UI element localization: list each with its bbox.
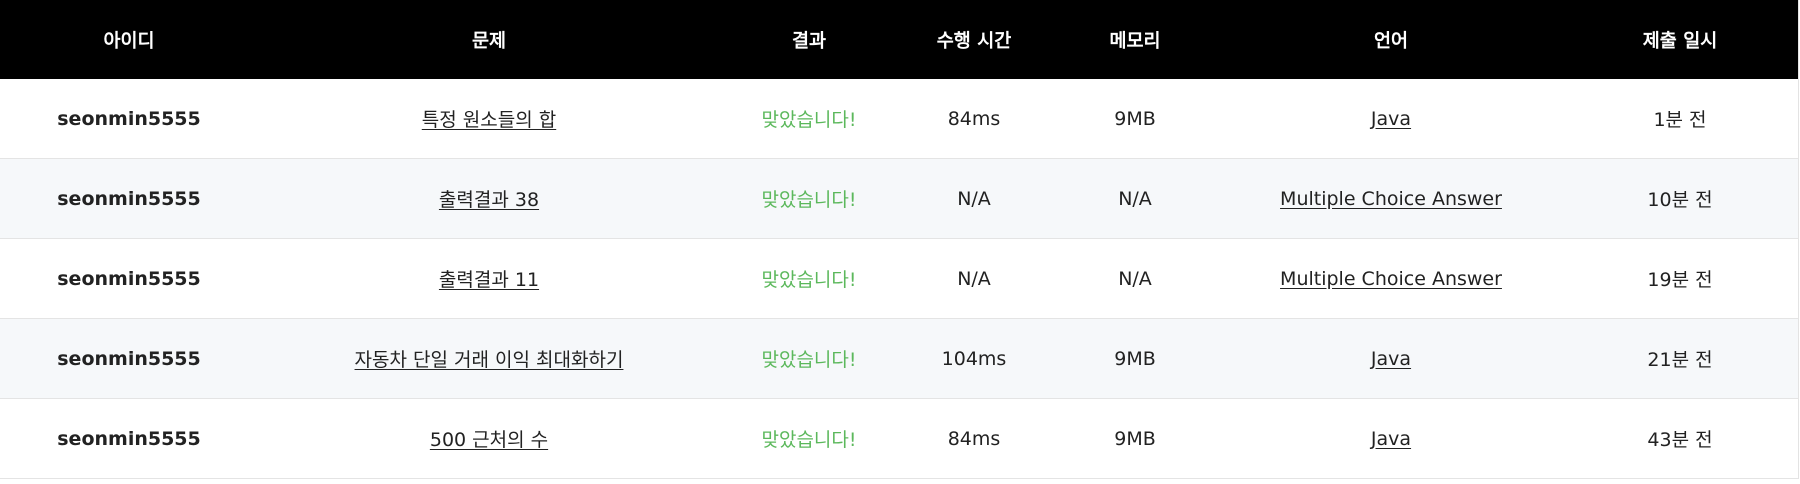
column-header-language: 언어 <box>1373 30 1409 52</box>
table-header: 아이디 문제 결과 수행 시간 메모리 언어 제출 일시 <box>0 0 1798 79</box>
user-id-cell[interactable]: seonmin5555 <box>57 267 201 290</box>
problem-link[interactable]: 출력결과 38 <box>438 189 540 211</box>
language-link[interactable]: Java <box>1370 107 1412 130</box>
column-header-submitted: 제출 일시 <box>1642 30 1718 52</box>
submitted-time-cell: 10분 전 <box>1647 189 1713 211</box>
problem-link[interactable]: 500 근처의 수 <box>429 429 549 451</box>
user-id-cell[interactable]: seonmin5555 <box>57 107 201 130</box>
memory-cell: N/A <box>1118 187 1152 210</box>
time-cell: 84ms <box>947 427 1001 450</box>
memory-cell: 9MB <box>1114 107 1156 130</box>
problem-link[interactable]: 출력결과 11 <box>438 269 540 291</box>
result-cell: 맞았습니다! <box>761 349 857 371</box>
submitted-time-cell: 1분 전 <box>1653 109 1707 131</box>
memory-cell: 9MB <box>1114 347 1156 370</box>
time-cell: N/A <box>957 267 991 290</box>
time-cell: 84ms <box>947 107 1001 130</box>
result-cell: 맞았습니다! <box>761 189 857 211</box>
language-link[interactable]: Multiple Choice Answer <box>1280 187 1502 210</box>
column-header-result: 결과 <box>791 30 827 52</box>
problem-link[interactable]: 특정 원소들의 합 <box>421 109 557 131</box>
language-link[interactable]: Multiple Choice Answer <box>1280 267 1502 290</box>
language-link[interactable]: Java <box>1370 347 1412 370</box>
language-link[interactable]: Java <box>1370 427 1412 450</box>
table-row: seonmin5555 출력결과 38 맞았습니다! N/A N/A Multi… <box>0 159 1798 239</box>
result-cell: 맞았습니다! <box>761 429 857 451</box>
table-row: seonmin5555 특정 원소들의 합 맞았습니다! 84ms 9MB Ja… <box>0 79 1798 159</box>
submitted-time-cell: 21분 전 <box>1647 349 1713 371</box>
result-cell: 맞았습니다! <box>761 109 857 131</box>
submitted-time-cell: 19분 전 <box>1647 269 1713 291</box>
user-id-cell[interactable]: seonmin5555 <box>57 187 201 210</box>
user-id-cell[interactable]: seonmin5555 <box>57 427 201 450</box>
memory-cell: 9MB <box>1114 427 1156 450</box>
time-cell: 104ms <box>941 347 1007 370</box>
table-row: seonmin5555 자동차 단일 거래 이익 최대화하기 맞았습니다! 10… <box>0 319 1798 399</box>
column-header-problem: 문제 <box>471 30 507 52</box>
table-row: seonmin5555 500 근처의 수 맞았습니다! 84ms 9MB Ja… <box>0 399 1798 479</box>
memory-cell: N/A <box>1118 267 1152 290</box>
table-row: seonmin5555 출력결과 11 맞았습니다! N/A N/A Multi… <box>0 239 1798 319</box>
column-header-time: 수행 시간 <box>936 30 1012 52</box>
result-cell: 맞았습니다! <box>761 269 857 291</box>
user-id-cell[interactable]: seonmin5555 <box>57 347 201 370</box>
column-header-memory: 메모리 <box>1109 30 1161 52</box>
column-header-user-id: 아이디 <box>103 30 155 52</box>
time-cell: N/A <box>957 187 991 210</box>
submitted-time-cell: 43분 전 <box>1647 429 1713 451</box>
problem-link[interactable]: 자동차 단일 거래 이익 최대화하기 <box>354 349 624 371</box>
